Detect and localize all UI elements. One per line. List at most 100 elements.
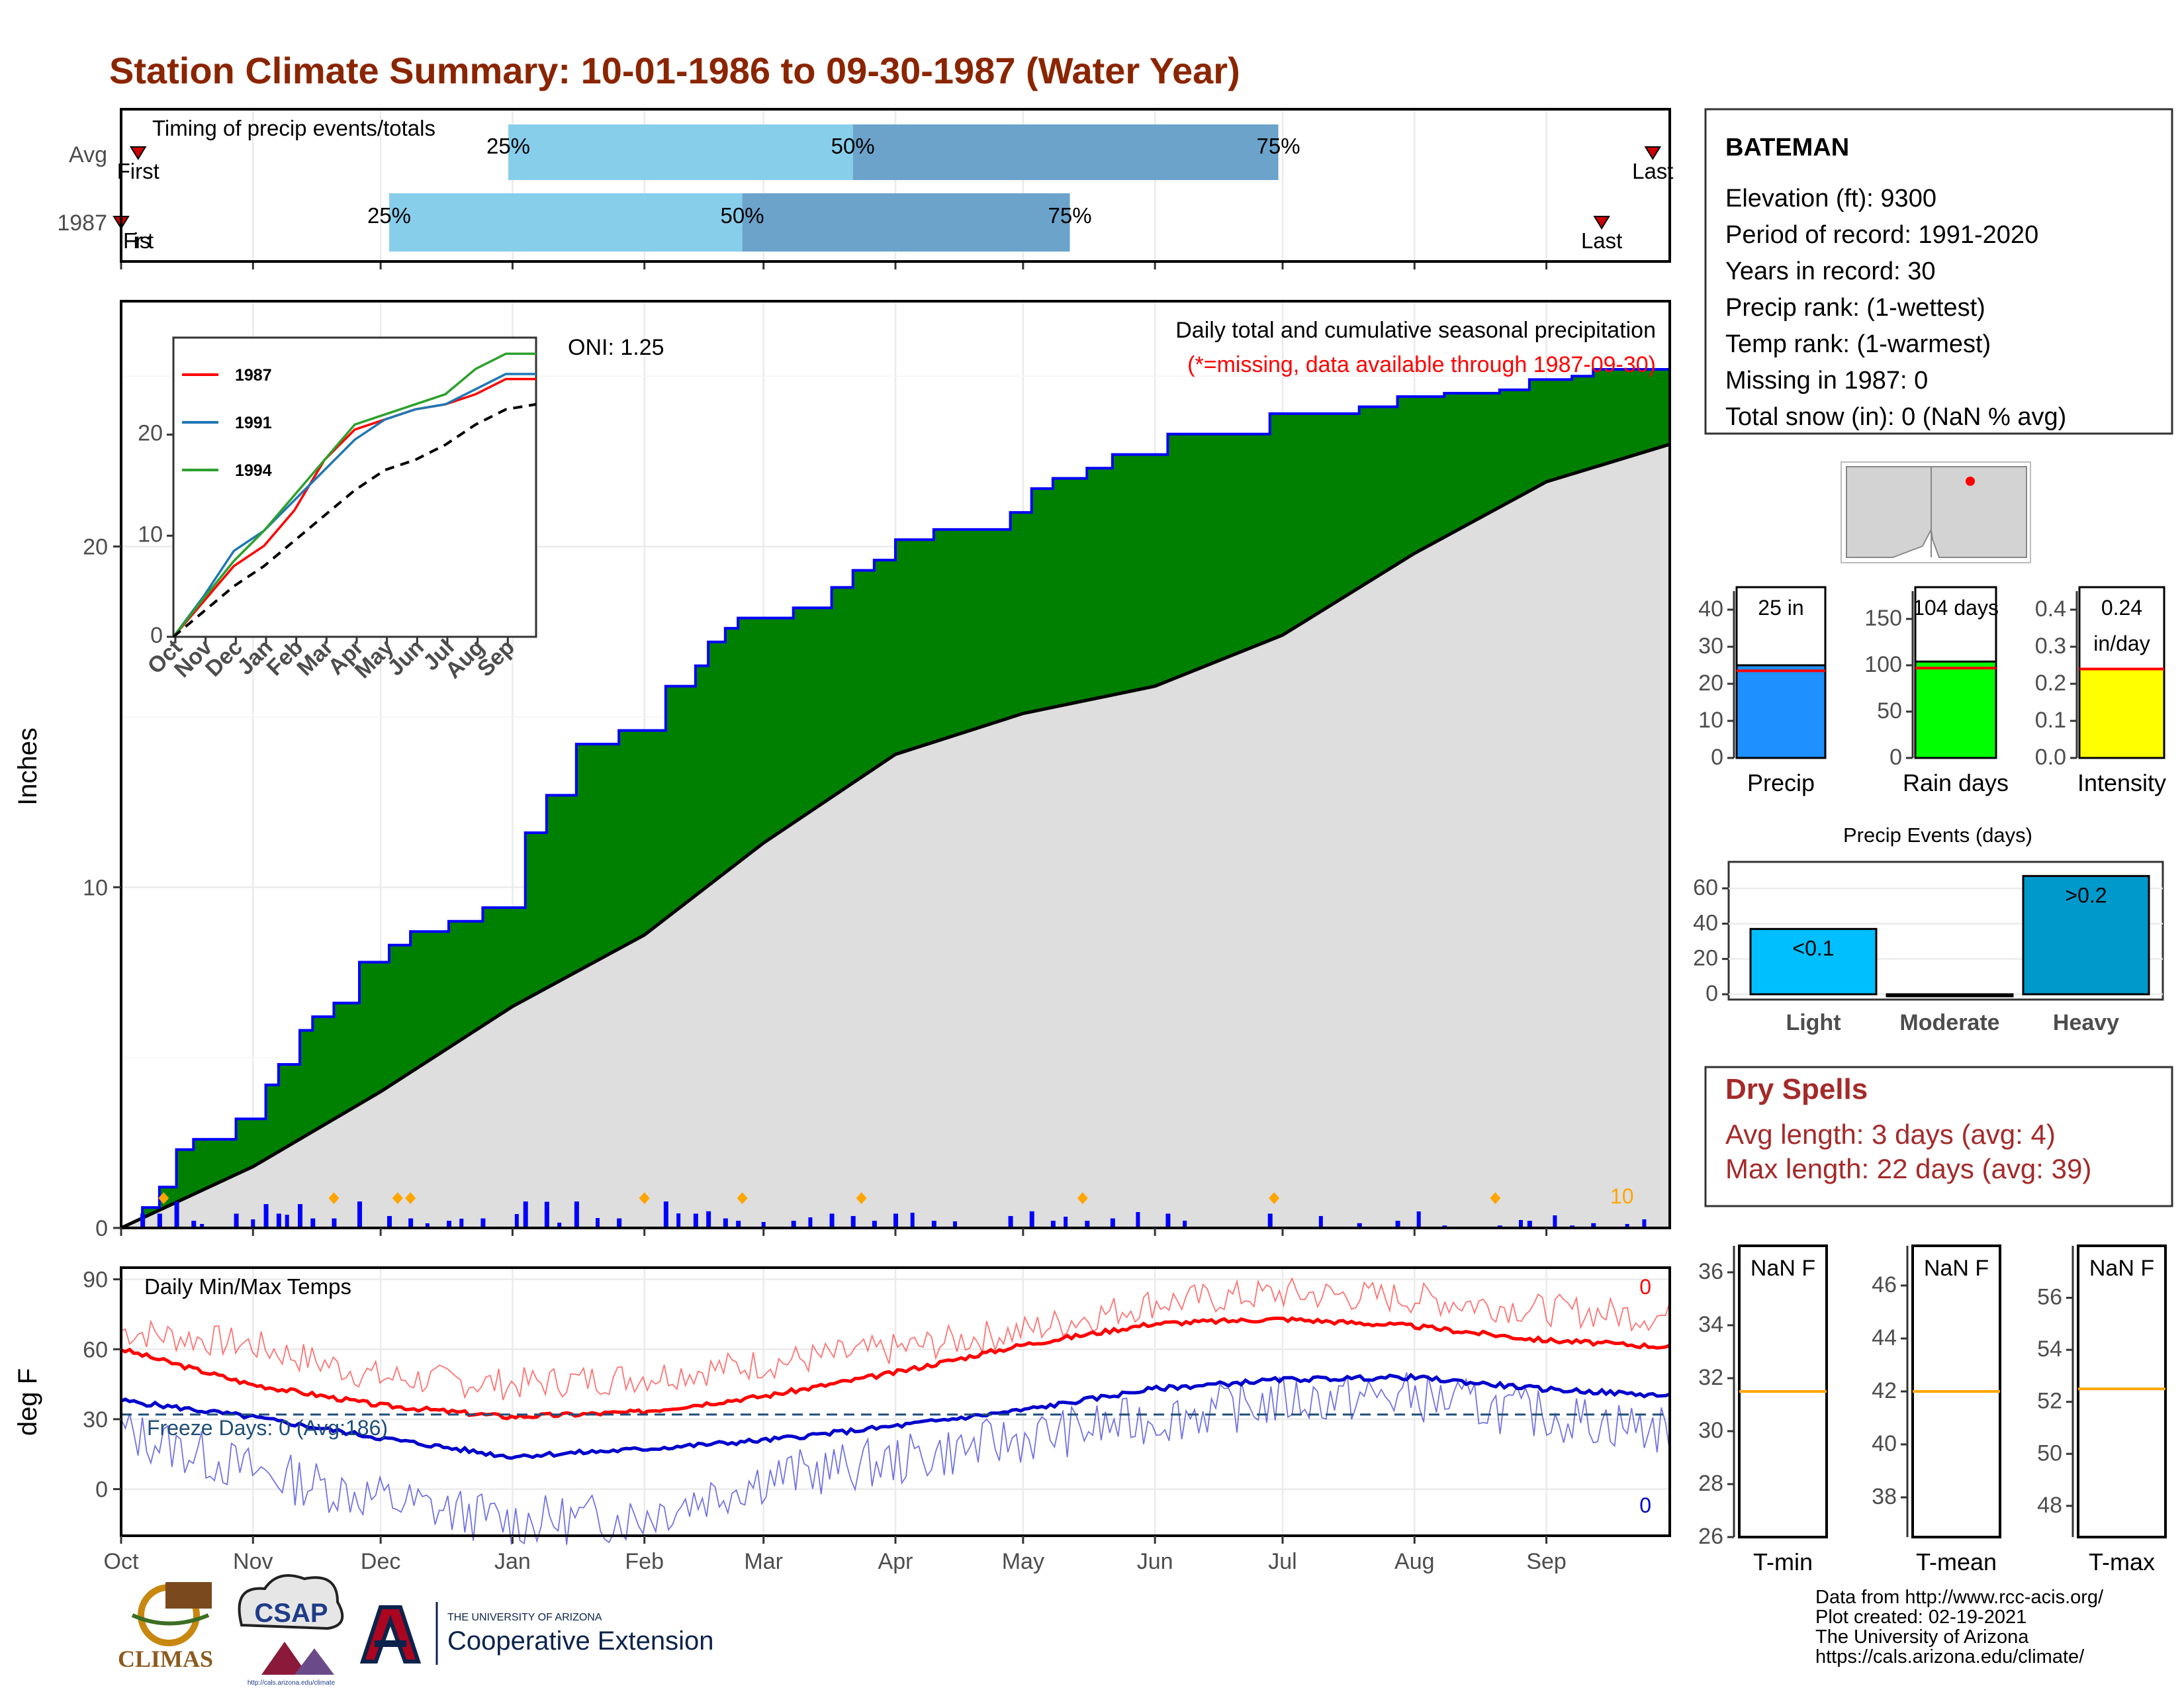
tmin-missing-count: 0 <box>1639 1493 1651 1517</box>
inset-series-line-1994 <box>172 352 536 638</box>
daily-precip-bar <box>1357 1223 1362 1228</box>
daily-precip-bar <box>140 1213 146 1228</box>
timing-title: Timing of precip events/totals <box>152 116 435 140</box>
daily-precip-bar <box>953 1221 957 1228</box>
daily-precip-bar <box>1110 1218 1115 1228</box>
inset-legend-label-1991: 1991 <box>235 414 272 432</box>
heavy-event-marker <box>1490 1192 1501 1204</box>
average-cumulative-line <box>120 442 1670 1230</box>
daily-precip-bar <box>676 1213 681 1228</box>
summary-y-tick-label: 50 <box>1877 698 1902 724</box>
station-info-line-2: Period of record: 1991-2020 <box>1725 221 2038 249</box>
daily-precip-bar <box>447 1221 451 1228</box>
temp-box-y-tick-label: 28 <box>1698 1471 1723 1496</box>
summary-y-tick-label: 0.2 <box>2035 671 2066 696</box>
temp-box-y-tick-label: 30 <box>1698 1418 1723 1443</box>
temp-box-y-tick-label: 32 <box>1698 1365 1723 1390</box>
events-y-tick-label: 40 <box>1693 910 1718 935</box>
daily-precip-bar <box>1527 1221 1532 1228</box>
temp-y-axis-label: deg F <box>13 1368 42 1436</box>
summary-y-tick-label: 40 <box>1698 596 1723 622</box>
y-tick-label: 0 <box>95 1477 108 1503</box>
daily-precip-bar <box>1416 1211 1421 1228</box>
precip-heading: Daily total and cumulative seasonal prec… <box>1175 318 1656 343</box>
daily-precip-bar <box>706 1211 711 1228</box>
inset-series-line-average <box>172 402 537 638</box>
ua-small-text: THE UNIVERSITY OF ARIZONA <box>447 1612 602 1623</box>
summary-y-tick-label: 150 <box>1864 606 1902 631</box>
temp-heading: Daily Min/Max Temps <box>144 1274 351 1299</box>
page-title: Station Climate Summary: 10-01-1986 to 0… <box>109 50 1240 91</box>
daily-precip-bar <box>1008 1216 1013 1228</box>
precip-events-chart: Precip Events (days) 0 20 40 60 <0.1 Light Mod… <box>1693 823 2164 1035</box>
csap-logo-text: CSAP <box>254 1599 328 1628</box>
inset-legend-label-1987: 1987 <box>235 366 272 385</box>
temperature-summary-charts: 26 28 30 32 34 36 NaN F T-min 38 40 42 44 46 NaN F T-m… <box>1698 1244 2167 1575</box>
x-tick-label-jan: Jan <box>494 1549 531 1574</box>
climas-logo: CLIMAS <box>118 1582 213 1672</box>
x-tick-label-feb: Feb <box>625 1549 664 1574</box>
events-y-tick-label: 60 <box>1693 875 1718 900</box>
station-info-line-1: Elevation (ft): 9300 <box>1725 185 1936 212</box>
daily-precip-bar <box>1136 1212 1140 1228</box>
daily-precip-bar <box>544 1201 549 1228</box>
daily-precip-bar <box>663 1201 668 1228</box>
station-info-line-5: Temp rank: (1-warmest) <box>1725 330 1991 358</box>
x-tick-label-apr: Apr <box>878 1549 913 1574</box>
daily-precip-bar <box>693 1213 698 1228</box>
summary-bar-value-label: 25 in <box>1758 596 1803 620</box>
temp-box-y-tick-label: 52 <box>2037 1389 2062 1414</box>
daily-precip-bar <box>251 1219 255 1228</box>
heavy-event-marker <box>1269 1192 1280 1204</box>
station-info-box: BATEMAN Elevation (ft): 9300 Period of re… <box>1704 108 2173 435</box>
daily-precip-bar <box>1050 1221 1056 1228</box>
summary-bar-rain-days <box>1914 660 1997 759</box>
station-location-dot <box>1966 477 1975 486</box>
summary-y-tick-label: 20 <box>1698 671 1723 696</box>
temp-box-y-tick-label: 54 <box>2037 1336 2062 1362</box>
observed-cumulative-line <box>121 367 1670 1229</box>
heavy-event-marker <box>328 1192 340 1204</box>
daily-precip-bar <box>808 1217 813 1228</box>
daily-precip-bar <box>514 1214 519 1228</box>
summary-bar-name: Precip <box>1747 769 1815 796</box>
daily-precip-bar <box>1553 1215 1557 1228</box>
temp-box-y-tick-label: 36 <box>1698 1259 1723 1284</box>
daily-precip-bar <box>174 1201 179 1228</box>
events-bar-light <box>1749 927 1878 996</box>
heavy-event-marker <box>392 1192 403 1204</box>
daily-precip-bar <box>910 1213 915 1228</box>
daily-precip-bar <box>1591 1223 1596 1228</box>
csap-logo: CSAP http://cals.arizona.edu/climate <box>238 1574 344 1687</box>
station-info-line-6: Missing in 1987: 0 <box>1725 367 1928 395</box>
temp-box-y-tick-label: 50 <box>2037 1440 2062 1466</box>
y-tick-label: 60 <box>83 1337 108 1362</box>
events-y-tick-label: 20 <box>1693 946 1718 971</box>
daily-tmax-line <box>120 1277 1670 1401</box>
x-tick-label-sep: Sep <box>1526 1549 1567 1574</box>
heavy-event-marker <box>639 1192 650 1204</box>
dry-spells-title: Dry Spells <box>1725 1073 1868 1105</box>
station-info-line-7: Total snow (in): 0 (NaN % avg) <box>1725 403 2066 431</box>
daily-precip-bar <box>200 1224 205 1228</box>
temp-box-y-tick-label: 56 <box>2037 1285 2062 1310</box>
last-event-label: Last <box>1581 228 1622 253</box>
daily-precip-bar <box>332 1218 337 1228</box>
temp-box-y-tick-label: 42 <box>1872 1378 1897 1403</box>
daily-precip-bar <box>1029 1211 1034 1228</box>
credits: Data from http://www.rcc-acis.org/ Plot … <box>1815 1587 2104 1667</box>
x-tick-label-nov: Nov <box>233 1549 273 1574</box>
precip-y-axis-label: Inches <box>13 727 42 806</box>
events-bar-heavy <box>2022 874 2150 996</box>
temp-box-y-tick-label: 46 <box>1872 1272 1897 1297</box>
timing-bar-q2 <box>508 124 853 180</box>
heavy-event-marker <box>158 1192 169 1204</box>
timing-label-75: 75% <box>1048 203 1092 228</box>
daily-precip-bar <box>1395 1221 1400 1228</box>
avg-tmin-line <box>120 1372 1670 1460</box>
timing-label-25: 25% <box>367 203 411 228</box>
daily-precip-bar <box>425 1223 430 1228</box>
temp-box-y-tick-label: 44 <box>1872 1325 1897 1350</box>
daily-precip-bar <box>157 1213 162 1228</box>
y-tick-label: 20 <box>83 535 108 560</box>
